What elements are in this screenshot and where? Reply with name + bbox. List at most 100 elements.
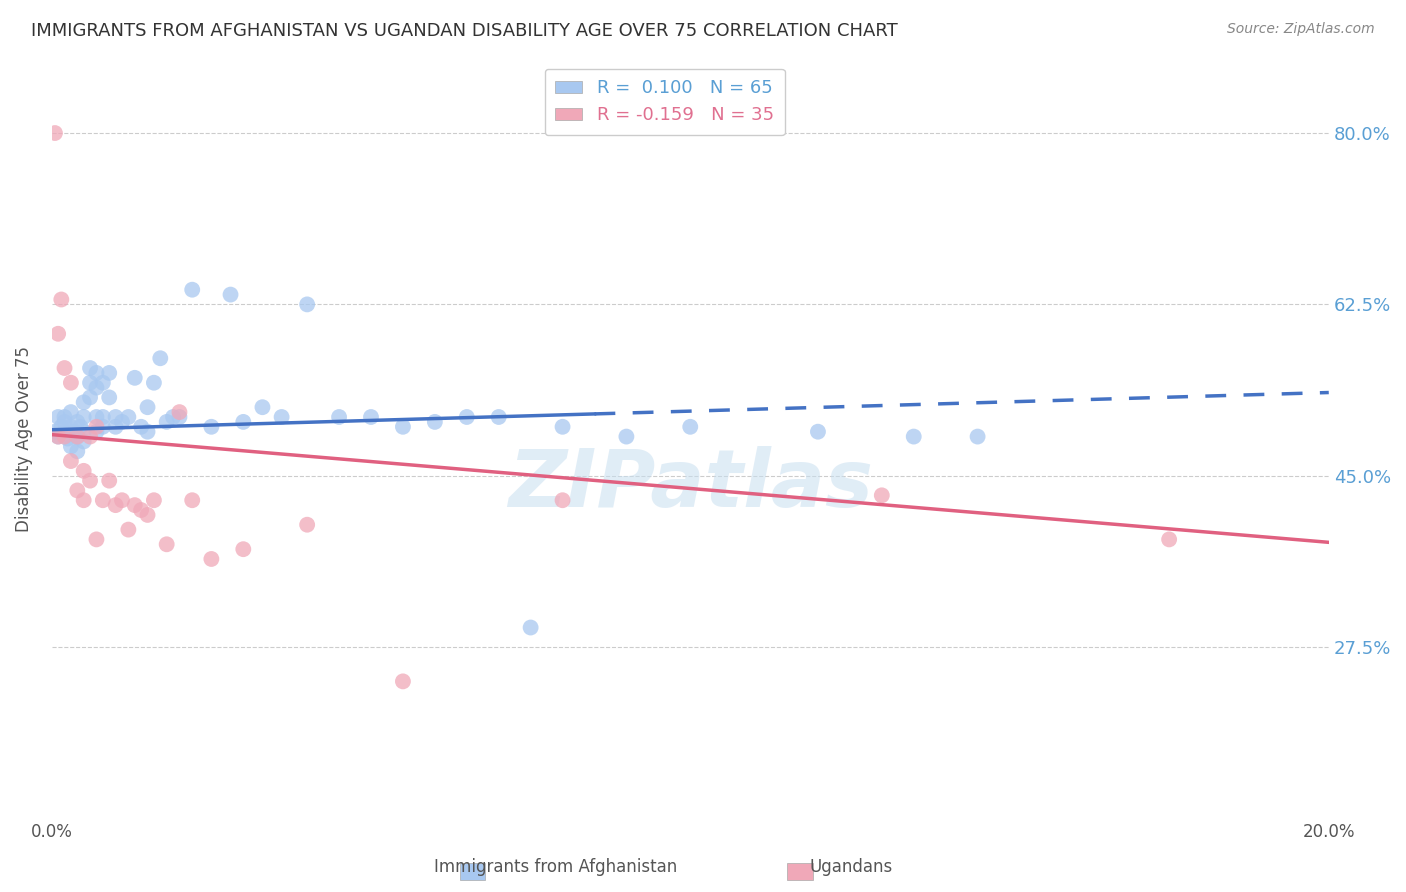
Point [156,537,179,551]
Point [46,429,69,443]
Point [966,429,988,443]
Legend: R =  0.100   N = 65, R = -0.159   N = 35: R = 0.100 N = 65, R = -0.159 N = 35 [544,69,785,136]
Point [169,405,191,419]
Point [270,409,292,424]
Point [91,493,114,508]
Point [59,419,82,434]
Point [46,326,69,341]
Point [104,419,127,434]
Text: Immigrants from Afghanistan: Immigrants from Afghanistan [433,858,678,876]
Point [488,409,510,424]
Point [136,401,159,415]
Point [129,503,152,517]
Y-axis label: Disability Age Over 75: Disability Age Over 75 [15,346,32,532]
Point [124,498,146,512]
Point [328,409,350,424]
Point [124,371,146,385]
Point [104,498,127,512]
Point [98,391,121,405]
Point [156,415,179,429]
Point [79,376,101,390]
Point [69,419,91,434]
Point [66,415,89,429]
Point [63,425,86,439]
Point [53,361,76,376]
Point [200,552,222,566]
Point [59,454,82,468]
Point [73,395,96,409]
Point [117,523,139,537]
Point [149,351,172,366]
Point [73,493,96,508]
Point [79,429,101,443]
Point [551,419,574,434]
Point [98,474,121,488]
Point [903,429,925,443]
Point [111,493,134,508]
Point [79,474,101,488]
Point [169,409,191,424]
Point [53,415,76,429]
Point [46,409,69,424]
Point [616,429,638,443]
Point [181,283,204,297]
Point [117,409,139,424]
Point [295,297,318,311]
Point [59,439,82,453]
Point [551,493,574,508]
Point [200,419,222,434]
Point [53,409,76,424]
Point [66,444,89,458]
Point [51,293,73,307]
Point [79,391,101,405]
Point [104,409,127,424]
Point [79,361,101,376]
Point [219,287,242,301]
Point [86,425,108,439]
Point [86,366,108,380]
Point [73,425,96,439]
Point [136,508,159,522]
Text: ZIPatlas: ZIPatlas [508,446,873,524]
Point [73,409,96,424]
Point [232,542,254,557]
Point [66,483,89,498]
Point [73,464,96,478]
Point [136,425,159,439]
Point [295,517,318,532]
Point [392,419,415,434]
Point [91,409,114,424]
Point [44,425,66,439]
Point [86,419,108,434]
Point [142,376,165,390]
Point [142,493,165,508]
Point [162,409,184,424]
Text: Ugandans: Ugandans [808,858,893,876]
Point [73,434,96,449]
Point [86,409,108,424]
Point [129,419,152,434]
Point [56,432,79,446]
Point [456,409,478,424]
Point [53,429,76,443]
Point [46,429,69,443]
Text: Source: ZipAtlas.com: Source: ZipAtlas.com [1227,22,1375,37]
Point [392,674,415,689]
Point [44,126,66,140]
Point [252,401,274,415]
Point [870,488,893,502]
Point [51,419,73,434]
Point [423,415,446,429]
Point [66,429,89,443]
Point [98,366,121,380]
Point [66,429,89,443]
Text: IMMIGRANTS FROM AFGHANISTAN VS UGANDAN DISABILITY AGE OVER 75 CORRELATION CHART: IMMIGRANTS FROM AFGHANISTAN VS UGANDAN D… [31,22,897,40]
Point [181,493,204,508]
Point [59,405,82,419]
Point [679,419,702,434]
Point [519,620,541,634]
Point [91,419,114,434]
Point [86,533,108,547]
Point [86,381,108,395]
Point [53,425,76,439]
